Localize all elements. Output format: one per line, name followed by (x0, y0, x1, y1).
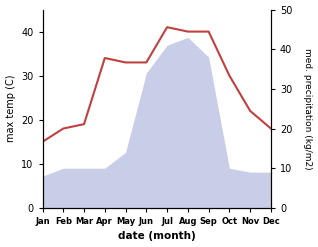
Y-axis label: max temp (C): max temp (C) (5, 75, 16, 143)
Y-axis label: med. precipitation (kg/m2): med. precipitation (kg/m2) (303, 48, 313, 169)
X-axis label: date (month): date (month) (118, 231, 196, 242)
